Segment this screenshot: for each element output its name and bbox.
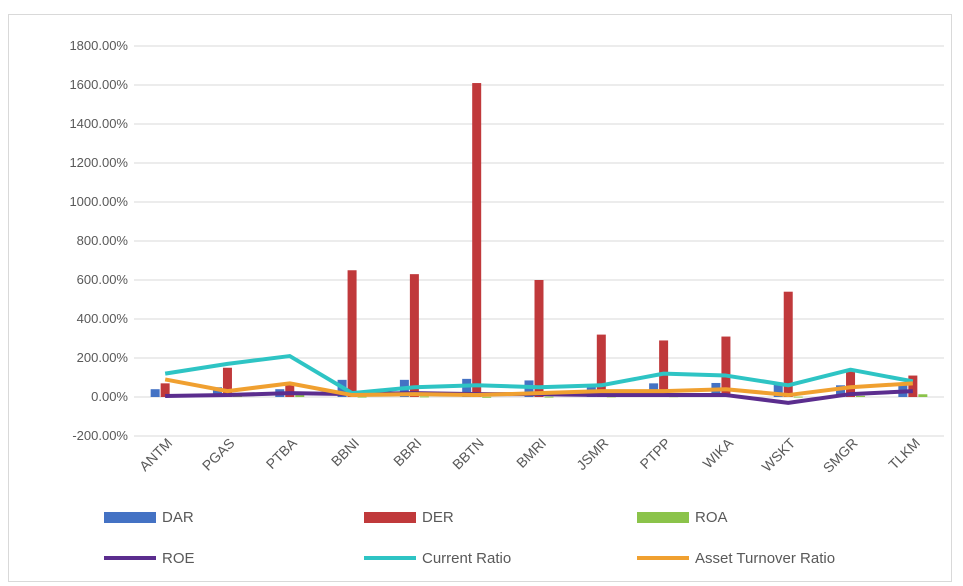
legend-roa-label: ROA: [695, 509, 728, 526]
bar-roa: [295, 395, 305, 397]
bar-der: [908, 375, 918, 397]
bar-dar: [836, 385, 846, 397]
bar-roa: [793, 396, 803, 398]
x-tick-label: PGAS: [199, 435, 238, 474]
y-tick-label: 400.00%: [77, 311, 129, 326]
legend-dar-swatch: [104, 512, 156, 523]
y-tick-label: 800.00%: [77, 233, 129, 248]
line-asset-turnover-ratio: [164, 377, 913, 398]
y-tick-label: 1400.00%: [69, 116, 128, 131]
y-tick-label: -200.00%: [72, 428, 128, 443]
x-tick-label: PTPP: [637, 435, 674, 472]
line-current-ratio: [164, 354, 914, 396]
legend-current-ratio-label: Current Ratio: [422, 550, 511, 567]
bar-der: [472, 83, 482, 398]
x-tick-label: BBNI: [328, 435, 362, 469]
legend-roe-label: ROE: [162, 550, 195, 567]
x-tick-label: WSKT: [758, 434, 798, 474]
x-tick-label: BMRI: [513, 435, 549, 471]
legend-dar-label: DAR: [162, 509, 194, 526]
bar-der: [160, 383, 170, 397]
bar-der: [534, 280, 544, 397]
bar-roa: [357, 396, 367, 398]
y-tick-label: 1200.00%: [69, 155, 128, 170]
x-tick-label: BBRI: [390, 435, 424, 469]
y-tick-label: 1000.00%: [69, 194, 128, 209]
bar-der: [409, 274, 419, 397]
y-tick-label: 200.00%: [77, 350, 129, 365]
y-tick-label: 0.00%: [91, 389, 128, 404]
bar-der: [222, 367, 232, 397]
bar-dar: [212, 387, 222, 397]
x-tick-label: JSMR: [573, 435, 611, 473]
bar-der: [285, 383, 295, 397]
bar-der: [659, 340, 669, 397]
bar-der: [783, 291, 793, 397]
y-tick-label: 600.00%: [77, 272, 129, 287]
x-tick-label: PTBA: [263, 434, 301, 472]
chart-area: -200.00% 0.00% 200.00% 400.00% 600.00% 800.00…: [8, 14, 952, 582]
bar-der: [347, 270, 357, 397]
bar-der: [846, 371, 856, 397]
bar-roa: [419, 396, 429, 398]
bar-dar: [773, 382, 783, 397]
legend-der-swatch: [364, 512, 416, 523]
x-tick-label: BBTN: [449, 435, 487, 473]
bar-der: [596, 334, 606, 397]
y-tick-label: 1600.00%: [69, 77, 128, 92]
legend-der-label: DER: [422, 509, 454, 526]
chart-svg: -200.00% 0.00% 200.00% 400.00% 600.00% 800.00…: [69, 38, 944, 567]
legend-roa-swatch: [637, 512, 689, 523]
legend-asset-turnover-ratio-label: Asset Turnover Ratio: [695, 550, 835, 567]
x-tick-label: SMGR: [820, 435, 861, 476]
x-tick-label: TLKM: [885, 435, 923, 473]
x-tick-label: WIKA: [699, 434, 736, 471]
bar-roa: [856, 395, 866, 397]
bar-der: [721, 336, 731, 397]
bar-dar: [150, 389, 160, 397]
bar-roa: [482, 396, 492, 398]
bar-dar: [462, 378, 472, 397]
bar-roa: [544, 396, 554, 398]
bar-roa: [918, 394, 928, 397]
x-tick-label: ANTM: [136, 435, 175, 474]
y-tick-label: 1800.00%: [69, 38, 128, 53]
